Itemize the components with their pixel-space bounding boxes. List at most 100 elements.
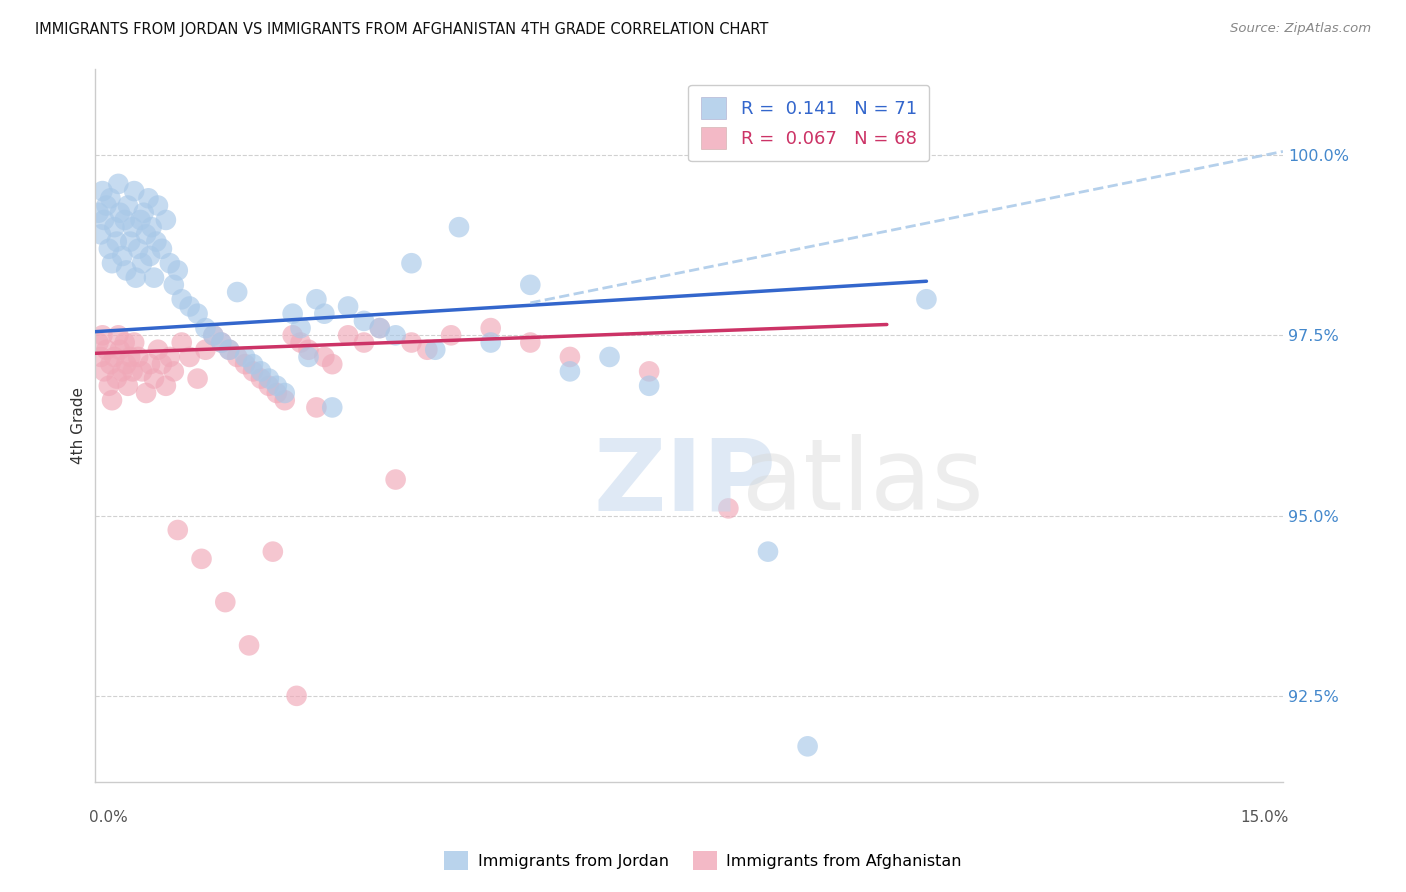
Point (120, 235, 142, 249)
Point (194, 343, 217, 357)
Point (233, 350, 256, 364)
Point (139, 249, 162, 263)
Point (159, 350, 181, 364)
Point (121, 364, 143, 378)
Point (103, 220, 125, 235)
Point (440, 328, 463, 343)
Point (190, 552, 212, 566)
Point (143, 270, 166, 285)
Point (132, 205, 155, 219)
Point (321, 401, 343, 415)
Point (290, 335, 312, 350)
Point (209, 335, 232, 350)
Point (131, 364, 153, 378)
Point (100, 191, 122, 205)
Point (209, 335, 232, 350)
Point (479, 335, 502, 350)
Point (115, 357, 138, 371)
Point (717, 501, 740, 516)
Point (297, 343, 319, 357)
Point (384, 328, 406, 343)
Point (262, 544, 284, 558)
Point (150, 357, 173, 371)
Point (155, 213, 177, 227)
Point (218, 343, 240, 357)
Text: ZIP: ZIP (593, 434, 776, 531)
Point (238, 639, 260, 653)
Point (314, 307, 336, 321)
Point (129, 213, 152, 227)
Point (297, 350, 319, 364)
Point (756, 544, 779, 558)
Point (107, 177, 129, 191)
Point (250, 364, 273, 378)
Point (250, 371, 273, 385)
Point (281, 307, 304, 321)
Point (638, 379, 661, 393)
Point (100, 357, 122, 371)
Point (187, 371, 209, 385)
Point (479, 321, 502, 335)
Point (915, 292, 938, 306)
Point (226, 350, 249, 364)
Point (599, 350, 621, 364)
Legend: Immigrants from Jordan, Immigrants from Afghanistan: Immigrants from Jordan, Immigrants from … (437, 845, 969, 877)
Y-axis label: 4th Grade: 4th Grade (72, 387, 86, 464)
Point (87, 335, 110, 350)
Point (155, 379, 177, 393)
Point (519, 277, 541, 292)
Point (122, 184, 145, 198)
Text: IMMIGRANTS FROM JORDAN VS IMMIGRANTS FROM AFGHANISTAN 4TH GRADE CORRELATION CHAR: IMMIGRANTS FROM JORDAN VS IMMIGRANTS FRO… (35, 22, 769, 37)
Point (285, 689, 308, 703)
Point (321, 357, 343, 371)
Point (558, 350, 581, 364)
Point (166, 523, 188, 537)
Point (290, 321, 312, 335)
Point (202, 328, 225, 343)
Point (138, 191, 160, 205)
Point (166, 263, 188, 277)
Point (179, 300, 201, 314)
Point (150, 242, 173, 256)
Point (111, 249, 134, 263)
Point (425, 343, 447, 357)
Point (96, 198, 118, 212)
Point (233, 357, 256, 371)
Point (266, 379, 288, 393)
Point (117, 379, 139, 393)
Point (146, 343, 169, 357)
Point (87, 205, 110, 219)
Point (266, 386, 288, 401)
Point (187, 307, 209, 321)
Point (97, 242, 120, 256)
Point (401, 256, 423, 270)
Point (139, 357, 162, 371)
Point (97, 379, 120, 393)
Point (145, 235, 167, 249)
Point (93, 364, 115, 378)
Point (159, 256, 181, 270)
Point (447, 220, 470, 235)
Point (121, 220, 143, 235)
Point (558, 364, 581, 378)
Point (214, 595, 236, 609)
Legend: R =  0.141   N = 71, R =  0.067   N = 68: R = 0.141 N = 71, R = 0.067 N = 68 (688, 85, 929, 161)
Point (305, 401, 328, 415)
Point (281, 328, 304, 343)
Point (314, 350, 336, 364)
Point (194, 321, 217, 335)
Point (242, 364, 264, 378)
Point (91, 184, 114, 198)
Point (353, 314, 375, 328)
Point (135, 227, 157, 242)
Point (141, 220, 163, 235)
Point (114, 213, 136, 227)
Point (218, 343, 240, 357)
Point (638, 364, 661, 378)
Text: Source: ZipAtlas.com: Source: ZipAtlas.com (1230, 22, 1371, 36)
Point (401, 335, 423, 350)
Point (90, 227, 112, 242)
Point (131, 256, 153, 270)
Point (127, 242, 149, 256)
Text: 0.0%: 0.0% (89, 810, 128, 824)
